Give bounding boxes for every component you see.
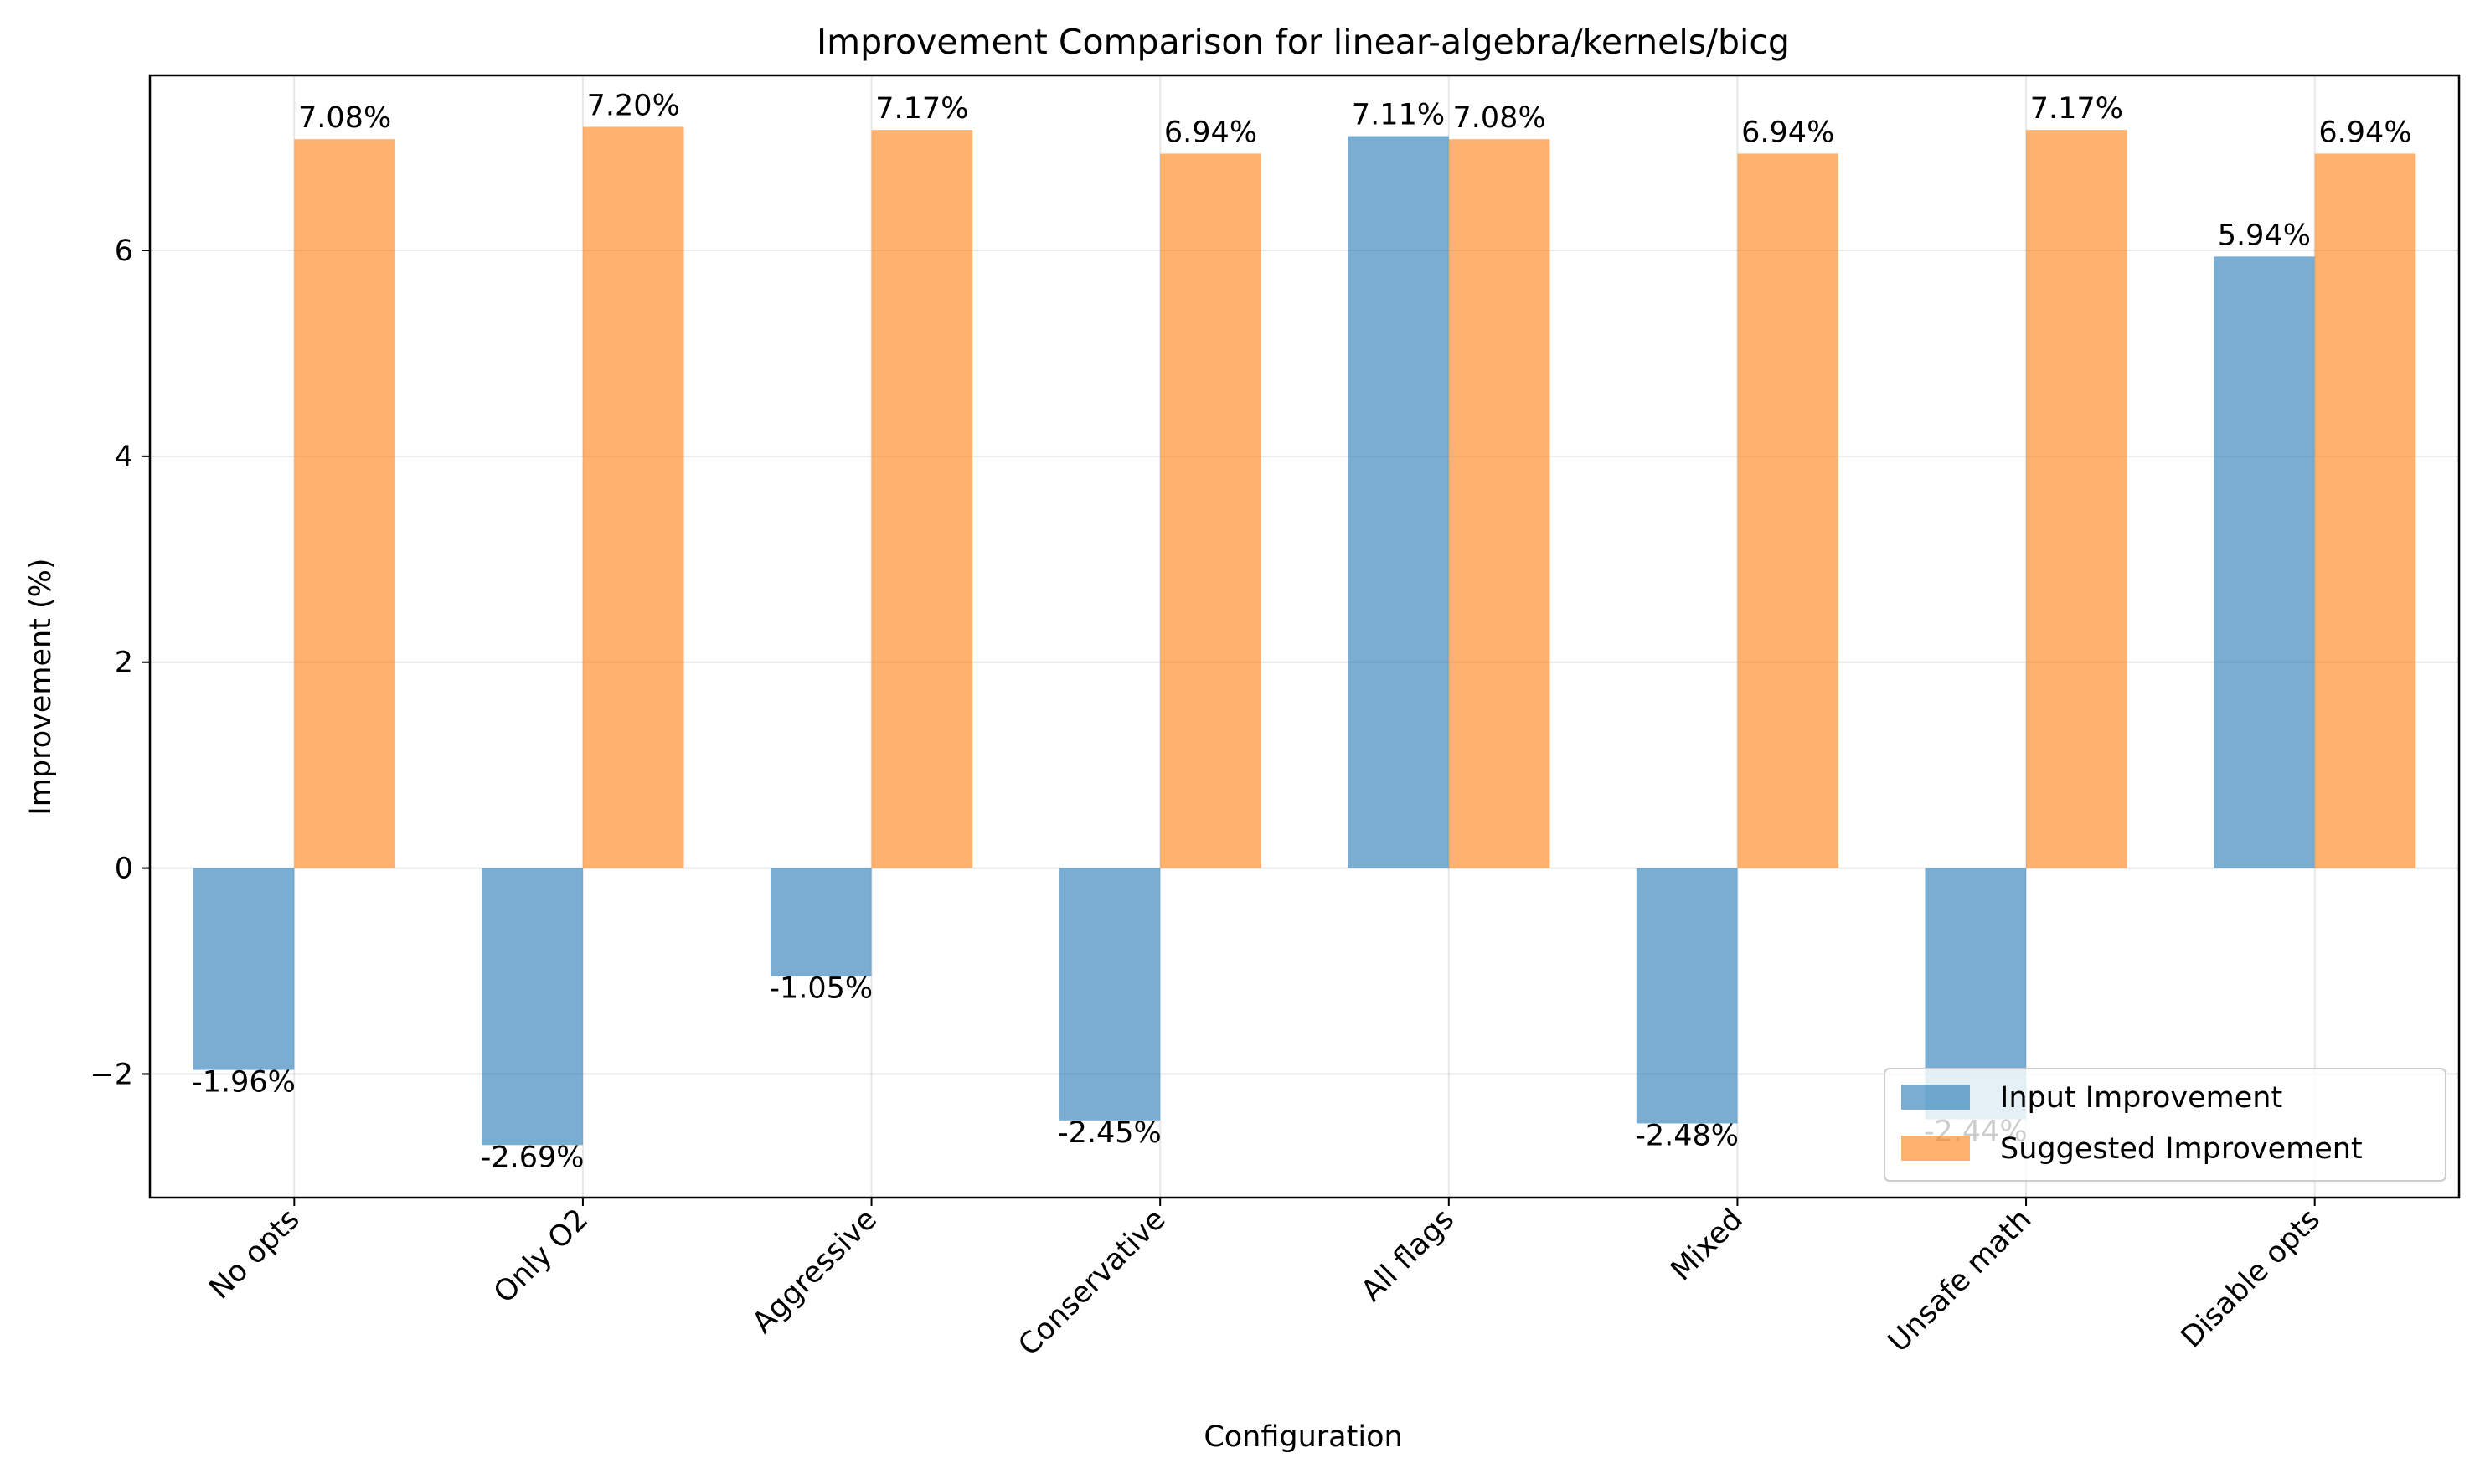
suggested-value-label-2: 7.20% [587,89,680,122]
plot-frame [148,74,2461,1199]
legend-swatch-input [1901,1085,1970,1110]
bars-layer [193,126,2416,1146]
x-tick-label: Mixed [1664,1203,1749,1287]
chart-title: Improvement Comparison for linear-algebr… [817,22,1790,62]
input-bar-6 [1636,868,1738,1124]
input-value-label-6: -2.48% [1635,1119,1739,1152]
suggested-value-label-4: 6.94% [1164,116,1257,149]
suggested-bar-3 [871,130,973,868]
input-value-label-5: 7.11% [1352,99,1445,132]
input-bar-5 [1348,136,1449,868]
legend: Input Improvement Suggested Improvement [1884,1068,2446,1182]
y-tick-label: 6 [115,234,133,268]
x-tick-label: Disable opts [2175,1203,2327,1354]
input-bar-2 [482,868,583,1146]
input-value-label-8: 5.94% [2218,219,2311,252]
x-tick-label: Aggressive [746,1203,884,1340]
suggested-bar-4 [1160,153,1261,868]
input-value-label-2: -2.69% [481,1141,585,1174]
x-tick-label: No opts [203,1203,306,1306]
suggested-bar-8 [2314,153,2416,868]
suggested-value-label-7: 7.17% [2030,92,2123,126]
suggested-value-label-3: 7.17% [875,92,968,126]
legend-swatch-suggested [1901,1136,1970,1161]
suggested-bar-5 [1448,139,1550,868]
input-value-label-4: -2.45% [1058,1116,1162,1150]
x-tick-label: Only O2 [487,1203,595,1310]
input-bar-8 [2214,256,2315,868]
y-tick-label: 0 [115,853,133,886]
x-axis-label: Configuration [1204,1420,1402,1454]
x-tick-label: Conservative [1013,1203,1173,1363]
y-tick-label: 4 [115,441,133,474]
suggested-bar-7 [2026,130,2127,868]
suggested-bar-6 [1737,153,1839,868]
legend-label-input: Input Improvement [2000,1081,2282,1115]
value-labels-layer: -1.96%-2.69%-1.05%-2.45%7.11%-2.48%-2.44… [192,89,2412,1174]
input-bar-3 [770,868,872,976]
input-bar-1 [193,868,295,1070]
input-bar-4 [1059,868,1161,1121]
y-axis-label: Improvement (%) [24,558,58,815]
y-tick-label: −2 [90,1058,133,1091]
legend-label-suggested: Suggested Improvement [2000,1132,2363,1166]
suggested-value-label-6: 6.94% [1741,116,1834,149]
y-tick-label: 2 [115,647,133,680]
x-tick-label: All flags [1355,1203,1461,1308]
suggested-value-label-1: 7.08% [298,101,391,135]
input-value-label-3: -1.05% [769,972,873,1006]
suggested-bar-2 [582,126,684,868]
legend-frame [1884,1068,2446,1182]
input-value-label-1: -1.96% [192,1066,296,1100]
suggested-bar-1 [294,139,395,868]
suggested-value-label-5: 7.08% [1453,101,1546,135]
x-tick-label: Unsafe math [1882,1203,2039,1359]
suggested-value-label-8: 6.94% [2318,116,2411,149]
